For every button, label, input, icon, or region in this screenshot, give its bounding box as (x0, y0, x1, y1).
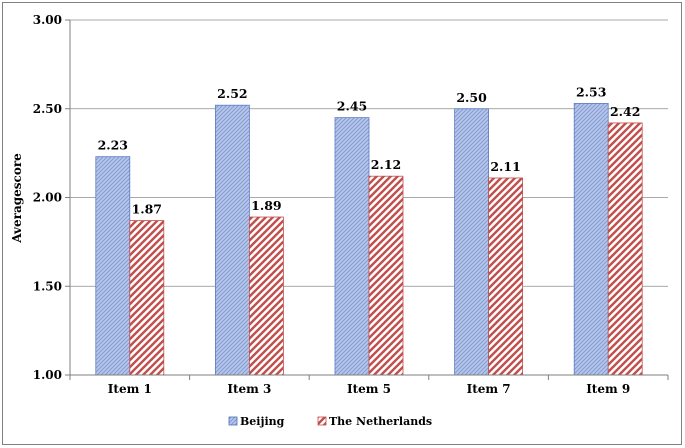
legend-swatch-beijing (228, 416, 238, 426)
y-tick-label: 2.50 (33, 102, 62, 116)
legend-label-beijing: Beijing (240, 415, 285, 428)
bar-netherlands (248, 216, 284, 376)
data-labels: 2.23 1.87 2.52 1.89 2.45 2.12 2.50 2.11 2.53 2.42 (98, 84, 641, 216)
data-label: 2.45 (337, 99, 367, 114)
data-label: 1.87 (132, 202, 162, 217)
legend-swatch-netherlands (317, 416, 327, 426)
bar-beijing (334, 117, 370, 376)
bar-netherlands (129, 220, 165, 376)
bar-netherlands (488, 177, 524, 376)
x-tick-labels: Item 1 Item 3 Item 5 Item 7 Item 9 (108, 382, 630, 396)
legend: Beijing The Netherlands (228, 415, 432, 428)
bar-beijing (454, 108, 490, 376)
x-tick-label: Item 3 (227, 382, 271, 396)
legend-label-netherlands: The Netherlands (329, 415, 432, 428)
y-tick-label: 1.50 (33, 279, 62, 293)
data-label: 2.53 (576, 84, 606, 99)
x-tick-label: Item 9 (586, 382, 630, 396)
bar-beijing (95, 156, 131, 376)
y-tick-label: 3.00 (33, 13, 62, 27)
x-tick-label: Item 7 (467, 382, 511, 396)
data-label: 2.23 (98, 138, 128, 153)
y-tick-labels: 1.00 1.50 2.00 2.50 3.00 (33, 13, 62, 382)
y-tick-label: 1.00 (33, 368, 62, 382)
data-label: 2.50 (456, 90, 487, 105)
x-tick-label: Item 5 (347, 382, 391, 396)
y-tick-label: 2.00 (33, 191, 62, 205)
y-axis-label: Averagescore (10, 153, 24, 244)
bars (95, 103, 643, 376)
bar-beijing (214, 104, 250, 376)
axes (69, 20, 669, 380)
data-label: 2.11 (490, 159, 520, 174)
data-label: 2.52 (217, 86, 247, 101)
bar-beijing (573, 103, 609, 376)
x-tick-label: Item 1 (108, 382, 152, 396)
bar-netherlands (607, 122, 643, 376)
bar-netherlands (368, 175, 404, 376)
data-label: 2.42 (610, 104, 640, 119)
data-label: 1.89 (251, 198, 281, 213)
data-label: 2.12 (371, 157, 401, 172)
